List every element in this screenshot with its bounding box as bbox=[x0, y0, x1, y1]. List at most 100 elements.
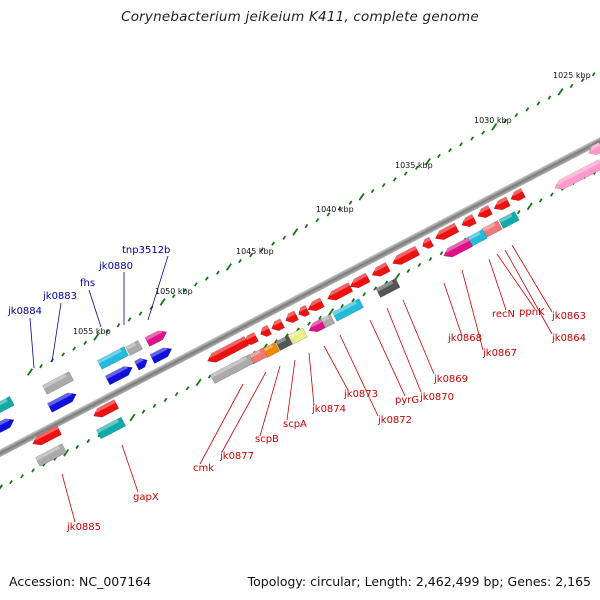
ruler-major-tick bbox=[557, 87, 564, 96]
gene-label[interactable]: scpA bbox=[283, 419, 307, 430]
gene-arrow[interactable] bbox=[205, 336, 250, 365]
gene-arrow[interactable] bbox=[30, 425, 62, 449]
ruler-major-tick bbox=[328, 308, 335, 316]
ruler-minor-tick bbox=[439, 251, 444, 256]
ruler-minor-tick bbox=[127, 317, 132, 322]
ruler-label: 1045 kbp bbox=[236, 247, 274, 256]
gene-box[interactable] bbox=[498, 211, 520, 229]
ruler-minor-tick bbox=[580, 77, 585, 83]
gene-label[interactable]: jk0884 bbox=[7, 306, 42, 317]
reverse-gene-labels: jk0863 jk0864 ppnK recN jk0867 jk0868 jk… bbox=[66, 307, 586, 533]
gene-arrow[interactable] bbox=[283, 310, 299, 325]
gene-label[interactable]: jk0874 bbox=[311, 404, 346, 415]
ruler-minor-tick bbox=[185, 386, 190, 391]
gene-label[interactable]: jk0872 bbox=[377, 415, 412, 426]
gene-box[interactable] bbox=[125, 339, 143, 357]
gene-arrow[interactable] bbox=[508, 187, 526, 203]
gene-arrow[interactable] bbox=[47, 390, 78, 413]
gene-arrow[interactable] bbox=[0, 415, 16, 433]
gene-box[interactable] bbox=[288, 327, 308, 345]
gene-arrow[interactable] bbox=[306, 297, 325, 314]
ruler-minor-tick bbox=[340, 303, 345, 309]
ruler-minor-tick bbox=[72, 346, 77, 351]
gene-box[interactable] bbox=[42, 371, 74, 395]
gene-label[interactable]: fhs bbox=[80, 278, 95, 289]
ruler-major-tick bbox=[424, 158, 431, 166]
gene-arrow[interactable] bbox=[459, 213, 477, 229]
ruler-labels: 1025 kbp 1030 kbp 1035 kbp 1040 kbp 1045… bbox=[73, 71, 591, 336]
gene-arrow[interactable] bbox=[475, 204, 493, 220]
gene-box[interactable] bbox=[97, 346, 129, 370]
ruler-minor-tick bbox=[39, 364, 43, 369]
gene-arrow[interactable] bbox=[553, 159, 600, 193]
gene-label[interactable]: jk0870 bbox=[419, 392, 454, 403]
ruler-label: 1040 kbp bbox=[316, 205, 354, 214]
ruler-major-tick bbox=[394, 272, 401, 281]
gene-label[interactable]: jk0867 bbox=[482, 348, 517, 359]
gene-arrow[interactable] bbox=[348, 272, 371, 291]
gene-arrow[interactable] bbox=[258, 324, 273, 338]
gene-arrow[interactable] bbox=[325, 282, 354, 304]
gene-box[interactable] bbox=[0, 396, 15, 414]
gene-box[interactable] bbox=[275, 334, 293, 352]
gene-box[interactable] bbox=[35, 443, 67, 467]
gene-label[interactable]: pyrG bbox=[395, 395, 419, 406]
accession-text: Accession: NC_007164 bbox=[9, 574, 152, 589]
gene-arrow[interactable] bbox=[269, 318, 285, 333]
ruler-minor-tick bbox=[414, 165, 419, 170]
gene-arrow[interactable] bbox=[420, 236, 435, 250]
gene-arrow[interactable] bbox=[104, 363, 134, 386]
ruler-minor-tick bbox=[549, 192, 554, 197]
gene-label[interactable]: jk0885 bbox=[66, 522, 101, 533]
ruler-minor-tick bbox=[152, 403, 157, 408]
gene-arrow[interactable] bbox=[492, 196, 511, 213]
gene-label[interactable]: tnp3512b bbox=[122, 245, 170, 256]
gene-label[interactable]: scpB bbox=[255, 434, 279, 445]
ruler-minor-tick bbox=[163, 397, 168, 403]
gene-arrow[interactable] bbox=[296, 304, 311, 318]
genome-summary-text: Topology: circular; Length: 2,462,499 bp… bbox=[247, 574, 591, 589]
gene-box[interactable] bbox=[332, 298, 364, 322]
gene-box[interactable] bbox=[209, 354, 255, 384]
gene-label[interactable]: cmk bbox=[193, 463, 214, 474]
leader-line bbox=[511, 244, 553, 313]
ruler-minor-tick bbox=[403, 171, 408, 176]
ruler-minor-tick bbox=[373, 286, 378, 291]
leader-line bbox=[51, 302, 62, 363]
gene-arrow[interactable] bbox=[307, 318, 326, 335]
gene-label[interactable]: jk0880 bbox=[98, 261, 133, 272]
leader-line bbox=[199, 383, 244, 465]
gene-label[interactable]: ppnK bbox=[519, 307, 545, 318]
gene-box[interactable] bbox=[320, 313, 336, 329]
leader-line bbox=[259, 365, 281, 437]
gene-arrow[interactable] bbox=[433, 222, 460, 243]
gene-arrow[interactable] bbox=[134, 356, 149, 371]
ruler-minor-tick bbox=[516, 210, 521, 215]
gene-arrow[interactable] bbox=[370, 262, 391, 279]
ruler-minor-tick bbox=[138, 311, 143, 316]
gene-arrow[interactable] bbox=[390, 245, 421, 268]
gene-label[interactable]: gapX bbox=[133, 492, 159, 503]
gene-label[interactable]: jk0869 bbox=[433, 374, 468, 385]
ruler-minor-tick bbox=[481, 130, 486, 135]
gene-label[interactable]: jk0873 bbox=[343, 389, 378, 400]
gene-arrow[interactable] bbox=[441, 237, 473, 261]
gene-label[interactable]: jk0883 bbox=[42, 291, 77, 302]
ruler-label: 1050 kbp bbox=[155, 287, 193, 296]
gene-label[interactable]: jk0864 bbox=[551, 333, 586, 344]
leader-line bbox=[147, 255, 169, 321]
gene-label[interactable]: jk0877 bbox=[219, 451, 254, 462]
gene-arrow[interactable] bbox=[241, 331, 259, 347]
gene-box[interactable] bbox=[95, 416, 127, 440]
gene-label[interactable]: jk0863 bbox=[551, 311, 586, 322]
gene-arrow[interactable] bbox=[149, 344, 174, 364]
gene-arrow[interactable] bbox=[144, 327, 169, 347]
gene-label[interactable]: recN bbox=[492, 309, 515, 320]
ruler-major-tick bbox=[491, 123, 498, 131]
ruler-minor-tick bbox=[171, 293, 176, 299]
ruler-major-tick bbox=[129, 413, 136, 422]
ruler-minor-tick bbox=[31, 468, 35, 473]
gene-arrow[interactable] bbox=[91, 399, 120, 421]
gene-label[interactable]: jk0868 bbox=[447, 333, 482, 344]
gene-box[interactable] bbox=[375, 278, 401, 298]
